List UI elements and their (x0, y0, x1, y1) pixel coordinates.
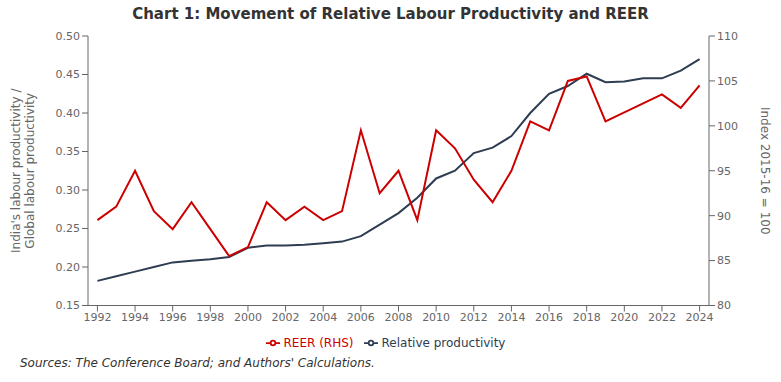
svg-text:105: 105 (717, 75, 738, 88)
svg-text:2008: 2008 (385, 311, 413, 324)
svg-text:1994: 1994 (121, 311, 149, 324)
svg-text:0.15: 0.15 (56, 299, 81, 312)
svg-text:2002: 2002 (272, 311, 300, 324)
svg-text:0.50: 0.50 (56, 30, 81, 43)
html-text:Relative productivity: Relative productivity (381, 335, 506, 350)
svg-text:2004: 2004 (309, 311, 337, 324)
svg-text:90: 90 (717, 210, 731, 223)
html-text:REER (RHS): REER (RHS) (283, 335, 354, 350)
svg-text:85: 85 (717, 254, 731, 267)
html-text:Chart 1: Movement of Relative: Chart 1: Movement of Relative Labour Pro… (132, 5, 649, 23)
svg-text:0.25: 0.25 (56, 222, 81, 235)
svg-text:0.40: 0.40 (56, 107, 81, 120)
svg-text:95: 95 (717, 165, 731, 178)
svg-text:2000: 2000 (234, 311, 262, 324)
svg-text:2022: 2022 (648, 311, 676, 324)
svg-text:2016: 2016 (535, 311, 563, 324)
svg-text:0.20: 0.20 (56, 261, 81, 274)
html-text:Sources: The Conference Board;: Sources: The Conference Board; and Autho… (20, 356, 375, 370)
svg-text:2006: 2006 (347, 311, 375, 324)
svg-text:0.45: 0.45 (56, 68, 81, 81)
svg-text:2020: 2020 (610, 311, 638, 324)
svg-text:1998: 1998 (196, 311, 224, 324)
svg-text:2024: 2024 (686, 311, 714, 324)
svg-text:110: 110 (717, 30, 738, 43)
svg-text:80: 80 (717, 299, 731, 312)
svg-text:1996: 1996 (159, 311, 187, 324)
svg-text:2018: 2018 (573, 311, 601, 324)
svg-text:100: 100 (717, 120, 738, 133)
svg-text:2010: 2010 (422, 311, 450, 324)
svg-text:2014: 2014 (497, 311, 525, 324)
svg-text:0.35: 0.35 (56, 145, 81, 158)
svg-text:Index 2015-16 = 100: Index 2015-16 = 100 (758, 107, 772, 235)
svg-text:0.30: 0.30 (56, 184, 81, 197)
svg-text:India's labour productivity /G: India's labour productivity /Global labo… (9, 88, 37, 253)
svg-text:2012: 2012 (460, 311, 488, 324)
svg-text:1992: 1992 (83, 311, 111, 324)
